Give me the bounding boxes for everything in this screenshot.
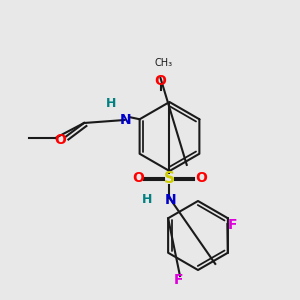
Text: N: N <box>165 193 177 206</box>
Text: O: O <box>195 172 207 185</box>
Text: H: H <box>106 97 116 110</box>
Text: O: O <box>154 74 166 88</box>
Text: F: F <box>174 274 183 287</box>
Text: S: S <box>164 171 175 186</box>
Text: CH₃: CH₃ <box>154 58 172 68</box>
Text: H: H <box>142 193 152 206</box>
Text: O: O <box>132 172 144 185</box>
Text: F: F <box>228 218 237 232</box>
Text: N: N <box>120 113 132 127</box>
Text: O: O <box>54 133 66 146</box>
